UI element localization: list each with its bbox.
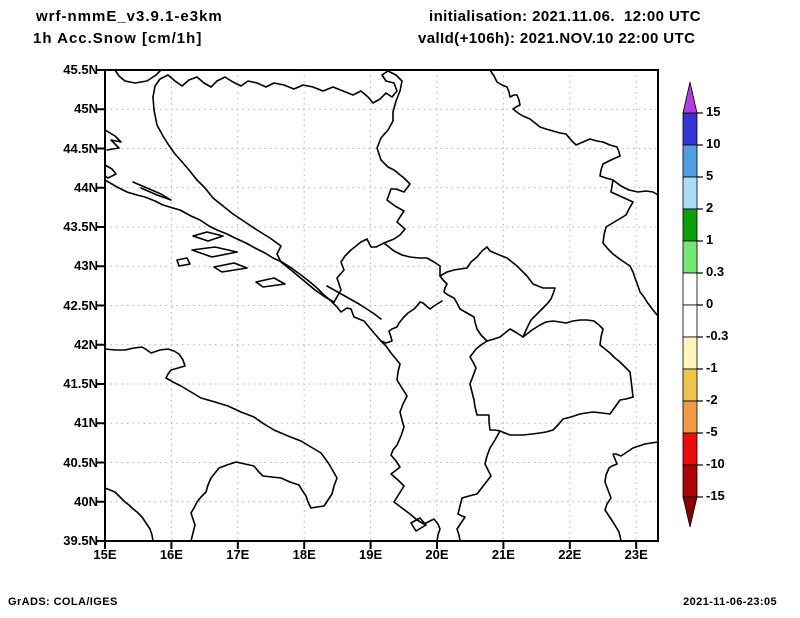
island-korcula [213,262,248,273]
river-danube-spur [612,179,659,196]
border-drina-bosnia-serbia [376,120,411,244]
border-serbia-romania-bulgaria [489,69,659,317]
border-macedonia-south [499,396,634,436]
border-macedonia-north [522,319,604,338]
x-axis-label: 19E [359,547,383,562]
island-hvar [191,246,238,258]
y-axis-label: 45.5N [63,62,98,77]
y-axis-label: 41N [74,415,98,431]
init-time-line: initialisation: 2021.11.06. 12:00 UTC [429,8,701,25]
y-axis-label: 42N [74,336,98,352]
colorbar-label: -2 [706,392,718,407]
colorbar-segment [682,272,698,306]
colorbar-segment [682,240,698,274]
coastline-italy-tyrrhenian [104,487,154,542]
border-kosovo-macedonia [486,328,524,342]
colorbar-over-arrow [682,81,698,114]
y-axis-label: 40.5N [63,454,98,470]
y-axis-label: 41.5N [63,376,98,391]
colorbar-segment [682,208,698,242]
x-axis-label: 16E [159,547,183,562]
valid-time-line: valId(+106h): 2021.NOV.10 22:00 UTC [418,30,696,47]
x-axis-label: 18E [292,547,316,562]
colorbar-label: -0.3 [706,328,729,343]
colorbar-label: 1 [706,232,714,247]
y-axis-label: 39.5N [63,533,98,548]
island-mljet [255,277,286,288]
map-area [97,69,659,549]
colorbar-segment [682,176,698,210]
coastline-adriatic-east [104,179,441,542]
colorbar-label: -10 [706,456,725,471]
border-kosovo-west [439,246,488,342]
colorbar-segment [682,336,698,370]
colorbar [682,81,703,528]
y-axis-label: 42.5N [63,297,98,313]
border-croatia-bosnia-west [152,96,335,303]
colorbar-label: 15 [706,104,721,119]
island-brac [192,231,224,242]
border-sava-croatia-bosnia [152,70,403,122]
peninsula-peljesac [326,285,382,320]
colorbar-segment [682,464,698,498]
colorbar-label: 2 [706,200,714,215]
colorbar-label: -5 [706,424,718,439]
border-macedonia-east [599,328,634,398]
border-montenegro-serbia [383,242,441,277]
y-axis-label: 43.5N [63,219,98,234]
island-pag-a [104,129,122,151]
island-dugi-otok [132,181,172,201]
colorbar-segment [682,368,698,402]
colorbar-segment [682,112,698,146]
x-axis-label: 21E [491,547,515,562]
colorbar-label: 10 [706,136,721,151]
grads-credit: GrADS: COLA/IGES [8,596,118,608]
x-axis-label: 22E [558,547,582,562]
colorbar-under-arrow [682,496,698,528]
border-bosnia-montenegro [333,238,385,303]
creation-timestamp: 2021-11-06-23:05 [683,596,777,608]
y-axis-label: 44.5N [63,140,98,156]
colorbar-segment [682,304,698,338]
x-axis-label: 20E [425,547,449,562]
y-axis-label: 45N [74,101,98,117]
coastline-italy-adriatic [104,346,338,542]
island-corfu [410,517,427,532]
coastline-greece [604,441,659,542]
colorbar-label: -15 [706,488,725,503]
colorbar-label: -1 [706,360,718,375]
colorbar-segment [682,144,698,178]
colorbar-label: 0 [706,296,714,311]
colorbar-label: 5 [706,168,714,183]
y-axis-label: 44N [74,179,98,195]
model-title: wrf-nmmE_v3.9.1-e3km [36,8,223,25]
x-axis-label: 17E [226,547,250,562]
island-vis [176,257,191,267]
island-pag-b [104,164,117,179]
colorbar-label: 0.3 [706,264,725,279]
colorbar-segment [682,400,698,434]
border-montenegro-albania [380,300,443,344]
colorbar-segment [682,432,698,466]
border-macedonia-west [469,340,501,432]
x-axis-label: 23E [624,547,648,562]
border-albania-greece [456,430,501,542]
x-axis-label: 15E [93,547,117,562]
y-axis-label: 43N [74,258,98,274]
border-kosovo-east [486,246,556,338]
coastline-rijeka [114,69,162,84]
y-axis-label: 40N [74,493,98,509]
product-title: 1h Acc.Snow [cm/1h] [33,30,203,47]
